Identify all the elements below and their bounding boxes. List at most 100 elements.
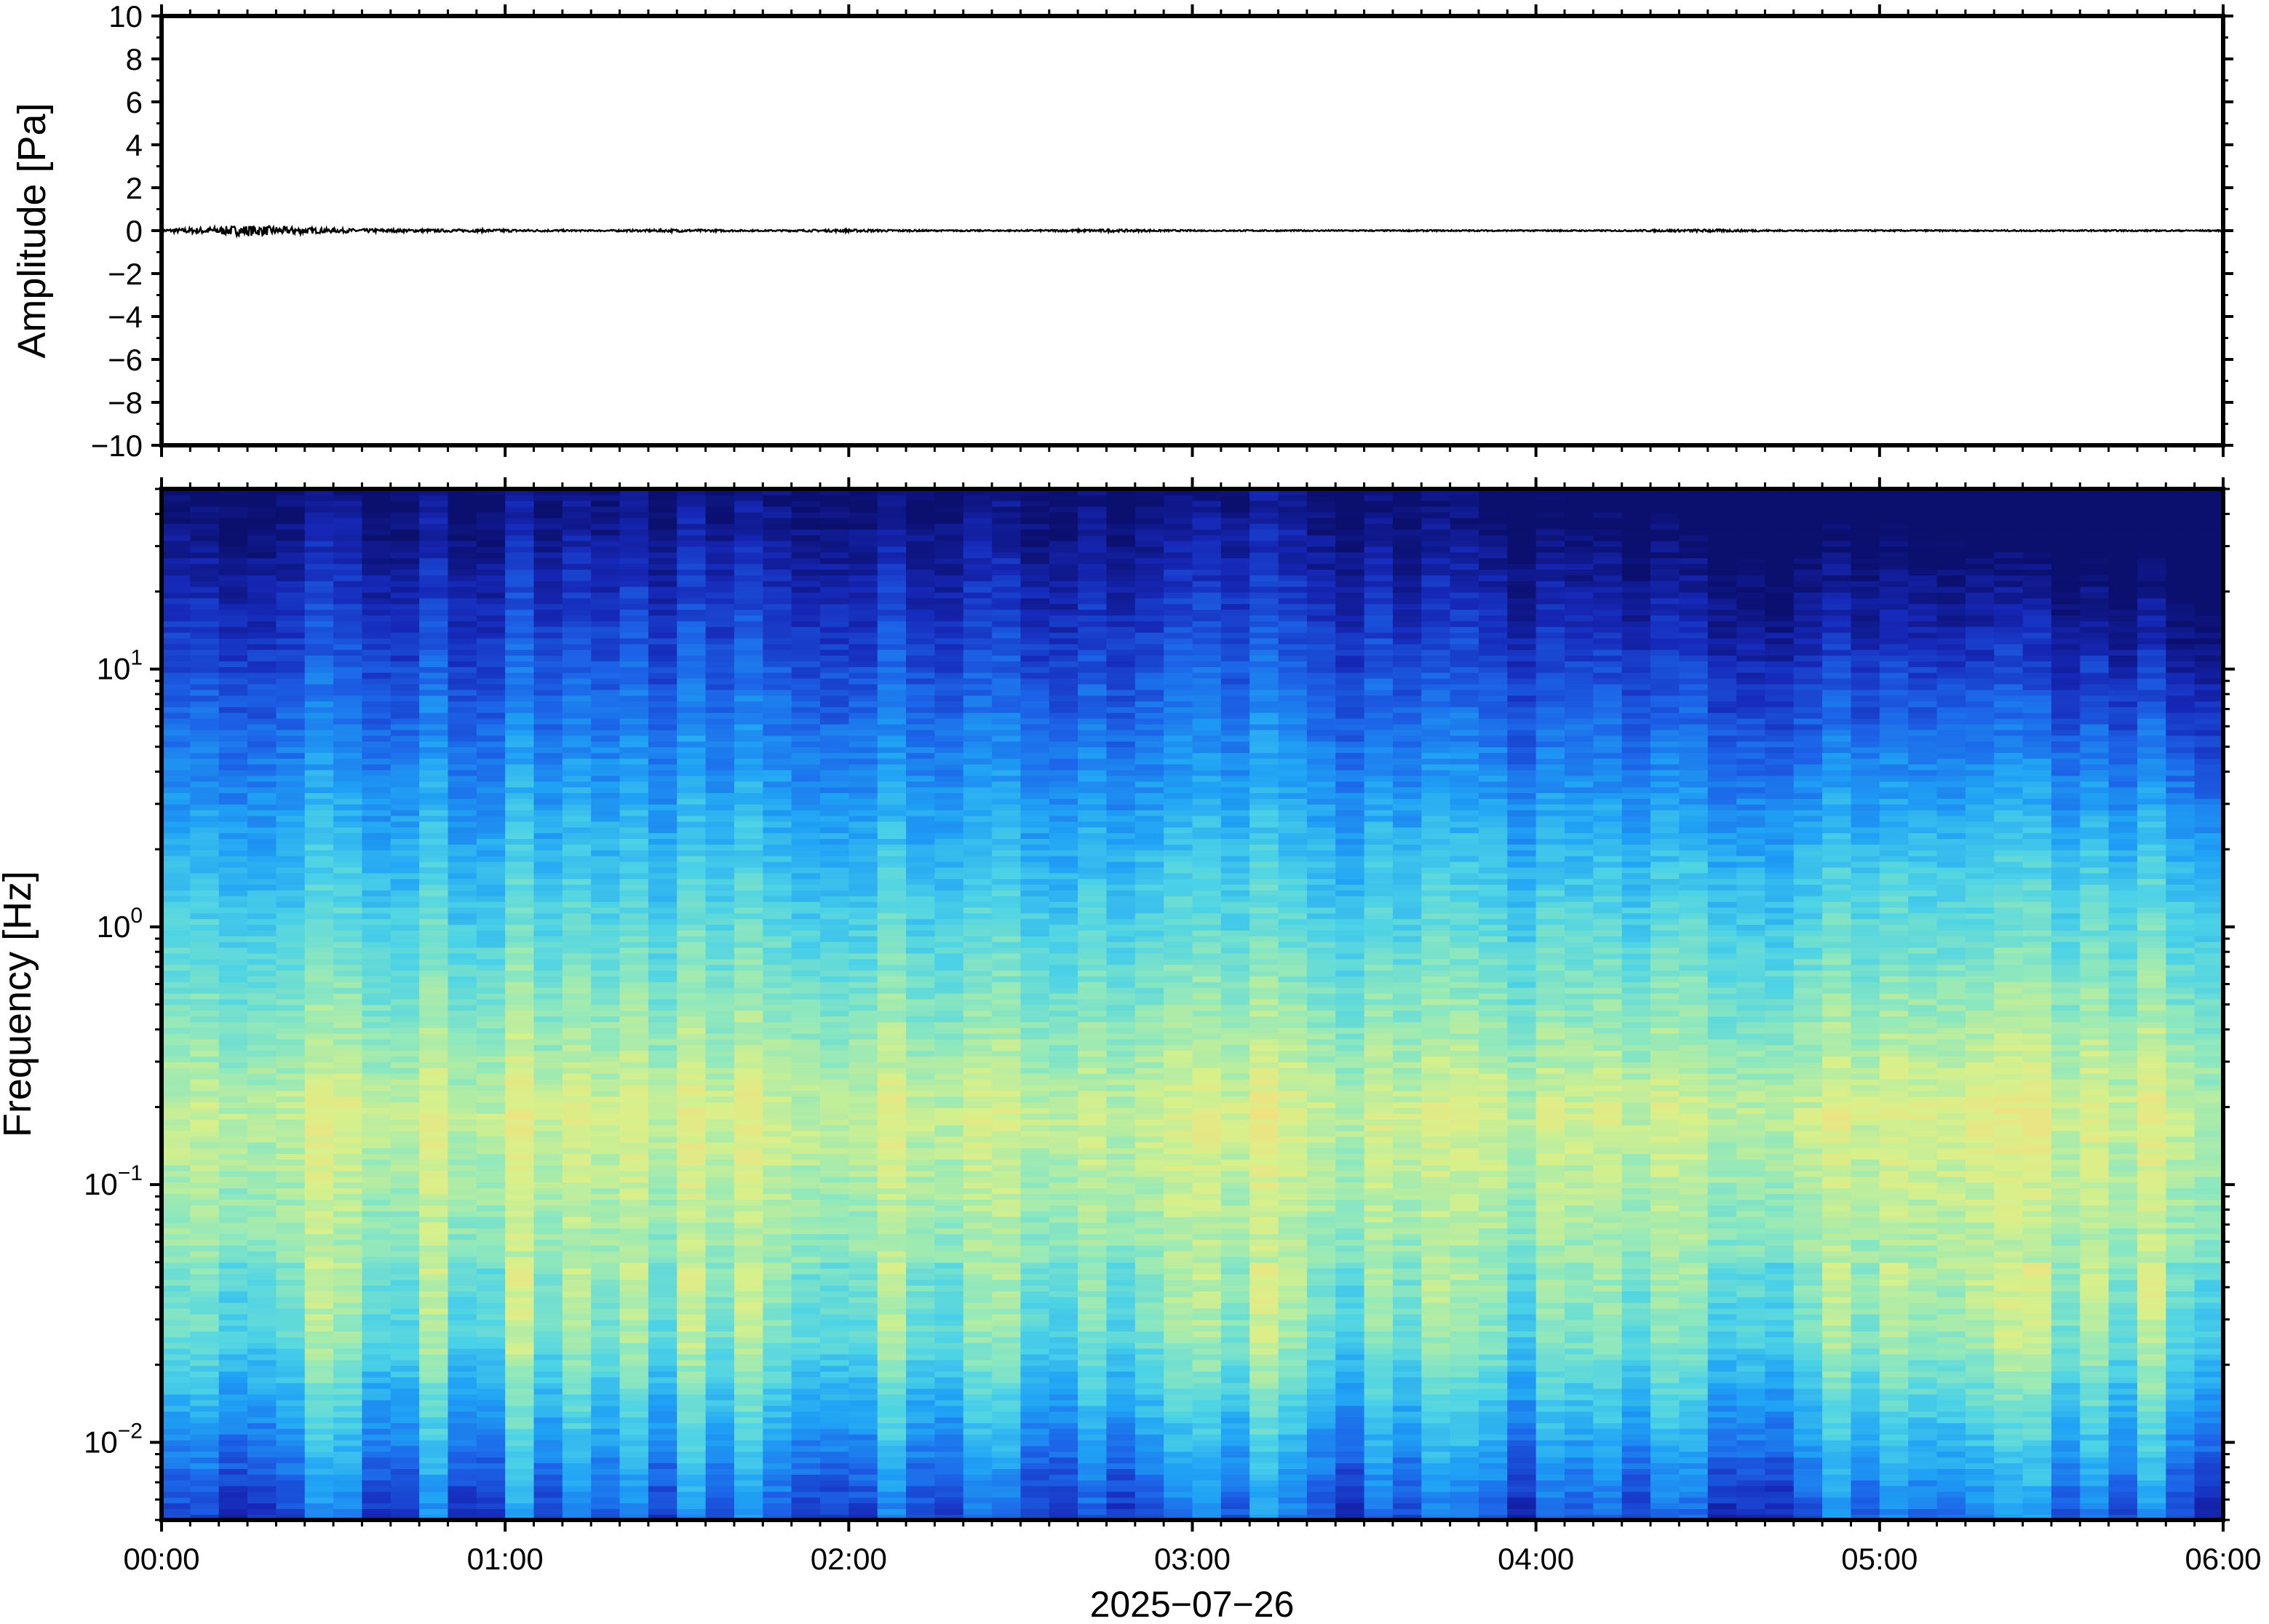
spectrogram-cell <box>476 1187 506 1195</box>
spectrogram-cell <box>304 1313 334 1321</box>
spectrogram-cell <box>791 637 821 645</box>
spectrogram-cell <box>619 1182 649 1189</box>
spectrogram-cell <box>333 661 363 667</box>
spectrogram-cell <box>476 861 506 868</box>
spectrogram-cell <box>533 1130 563 1137</box>
spectrogram-cell <box>619 872 649 880</box>
spectrogram-cell <box>819 1004 850 1011</box>
spectrogram-cell <box>162 1164 191 1171</box>
spectrogram-cell <box>705 769 735 776</box>
spectrogram-cell <box>763 815 792 822</box>
spectrogram-cell <box>190 838 220 845</box>
spectrogram-cell <box>677 1096 707 1103</box>
spectrogram-cell <box>304 1353 334 1361</box>
spectrogram-cell <box>304 752 334 759</box>
spectrogram-cell <box>791 1062 821 1068</box>
spectrogram-cell <box>162 523 191 530</box>
spectrogram-cell <box>333 832 363 839</box>
spectrogram-cell <box>276 1022 306 1028</box>
spectrogram-cell <box>562 752 592 759</box>
spectrogram-cell <box>763 672 792 679</box>
spectrogram-cell <box>819 603 850 610</box>
spectrogram-cell <box>677 861 707 868</box>
spectrogram-cell <box>333 1102 363 1108</box>
spectrogram-cell <box>505 1342 535 1349</box>
spectrogram-cell <box>791 517 821 525</box>
spectrogram-cell <box>390 1102 420 1108</box>
spectrogram-cell <box>276 1239 306 1246</box>
spectrogram-cell <box>763 1147 792 1154</box>
spectrogram-cell <box>533 769 563 776</box>
spectrogram-cell <box>218 1262 248 1269</box>
spectrogram-cell <box>448 781 477 788</box>
spectrogram-cell <box>276 1096 306 1103</box>
spectrogram-cell <box>763 1216 792 1223</box>
spectrogram-cell <box>390 798 420 805</box>
spectrogram-cell <box>705 1348 735 1355</box>
spectrogram-cell <box>877 1273 907 1281</box>
spectrogram-cell <box>218 1382 248 1389</box>
spectrogram-cell <box>819 970 850 976</box>
spectrogram-cell <box>734 1462 764 1469</box>
spectrogram-cell <box>562 1078 592 1086</box>
spectrogram-cell <box>304 1337 334 1343</box>
spectrogram-cell <box>533 1359 563 1366</box>
spectrogram-cell <box>619 1279 649 1286</box>
spectrogram-cell <box>276 1107 306 1114</box>
spectrogram-cell <box>247 1319 277 1326</box>
spectrogram-cell <box>390 1187 420 1195</box>
spectrogram-cell <box>448 936 477 942</box>
spectrogram-cell <box>562 901 592 908</box>
spectrogram-cell <box>505 781 535 788</box>
spectrogram-cell <box>877 769 907 776</box>
spectrogram-cell <box>906 1124 936 1131</box>
spectrogram-cell <box>362 1107 392 1114</box>
spectrogram-cell <box>304 689 334 696</box>
spectrogram-cell <box>877 500 907 507</box>
spectrogram-cell <box>562 815 592 822</box>
spectrogram-cell <box>791 924 821 931</box>
spectrogram-cell <box>304 729 334 736</box>
spectrogram-cell <box>476 781 506 788</box>
spectrogram-cell <box>619 626 649 633</box>
spectrogram-cell <box>276 1102 306 1108</box>
spectrogram-cell <box>849 546 878 553</box>
spectrogram-cell <box>162 1038 191 1046</box>
spectrogram-cell <box>476 987 506 994</box>
spectrogram-cell <box>591 1285 621 1291</box>
spectrogram-cell <box>791 1462 821 1469</box>
spectrogram-cell <box>419 546 449 553</box>
spectrogram-cell <box>362 803 392 811</box>
spectrogram-cell <box>705 1325 735 1332</box>
spectrogram-cell <box>333 1474 363 1481</box>
spectrogram-cell <box>877 1216 907 1223</box>
spectrogram-cell <box>304 1457 334 1464</box>
spectrogram-cell <box>390 741 420 748</box>
spectrogram-cell <box>677 626 707 633</box>
spectrogram-cell <box>819 1159 850 1166</box>
spectrogram-cell <box>791 1124 821 1131</box>
spectrogram-cell <box>533 706 563 713</box>
spectrogram-cell <box>276 1233 306 1241</box>
spectrogram-cell <box>505 741 535 748</box>
spectrogram-cell <box>705 1153 735 1160</box>
spectrogram-cell <box>562 655 592 661</box>
spectrogram-cell <box>562 1342 592 1349</box>
spectrogram-cell <box>247 1377 277 1383</box>
spectrogram-cell <box>533 649 563 656</box>
spectrogram-cell <box>304 506 334 513</box>
spectrogram-cell <box>734 964 764 971</box>
spectrogram-cell <box>476 626 506 633</box>
spectrogram-cell <box>448 1462 477 1469</box>
spectrogram-cell <box>533 787 563 794</box>
spectrogram-cell <box>619 1251 649 1257</box>
spectrogram-cell <box>677 947 707 954</box>
spectrogram-cell <box>677 1193 707 1200</box>
spectrogram-cell <box>591 626 621 633</box>
spectrogram-cell <box>677 1514 707 1520</box>
spectrogram-cell <box>476 603 506 610</box>
spectrogram-cell <box>505 712 535 719</box>
spectrogram-cell <box>562 947 592 954</box>
spectrogram-cell <box>247 1251 277 1257</box>
spectrogram-cell <box>362 1136 392 1143</box>
